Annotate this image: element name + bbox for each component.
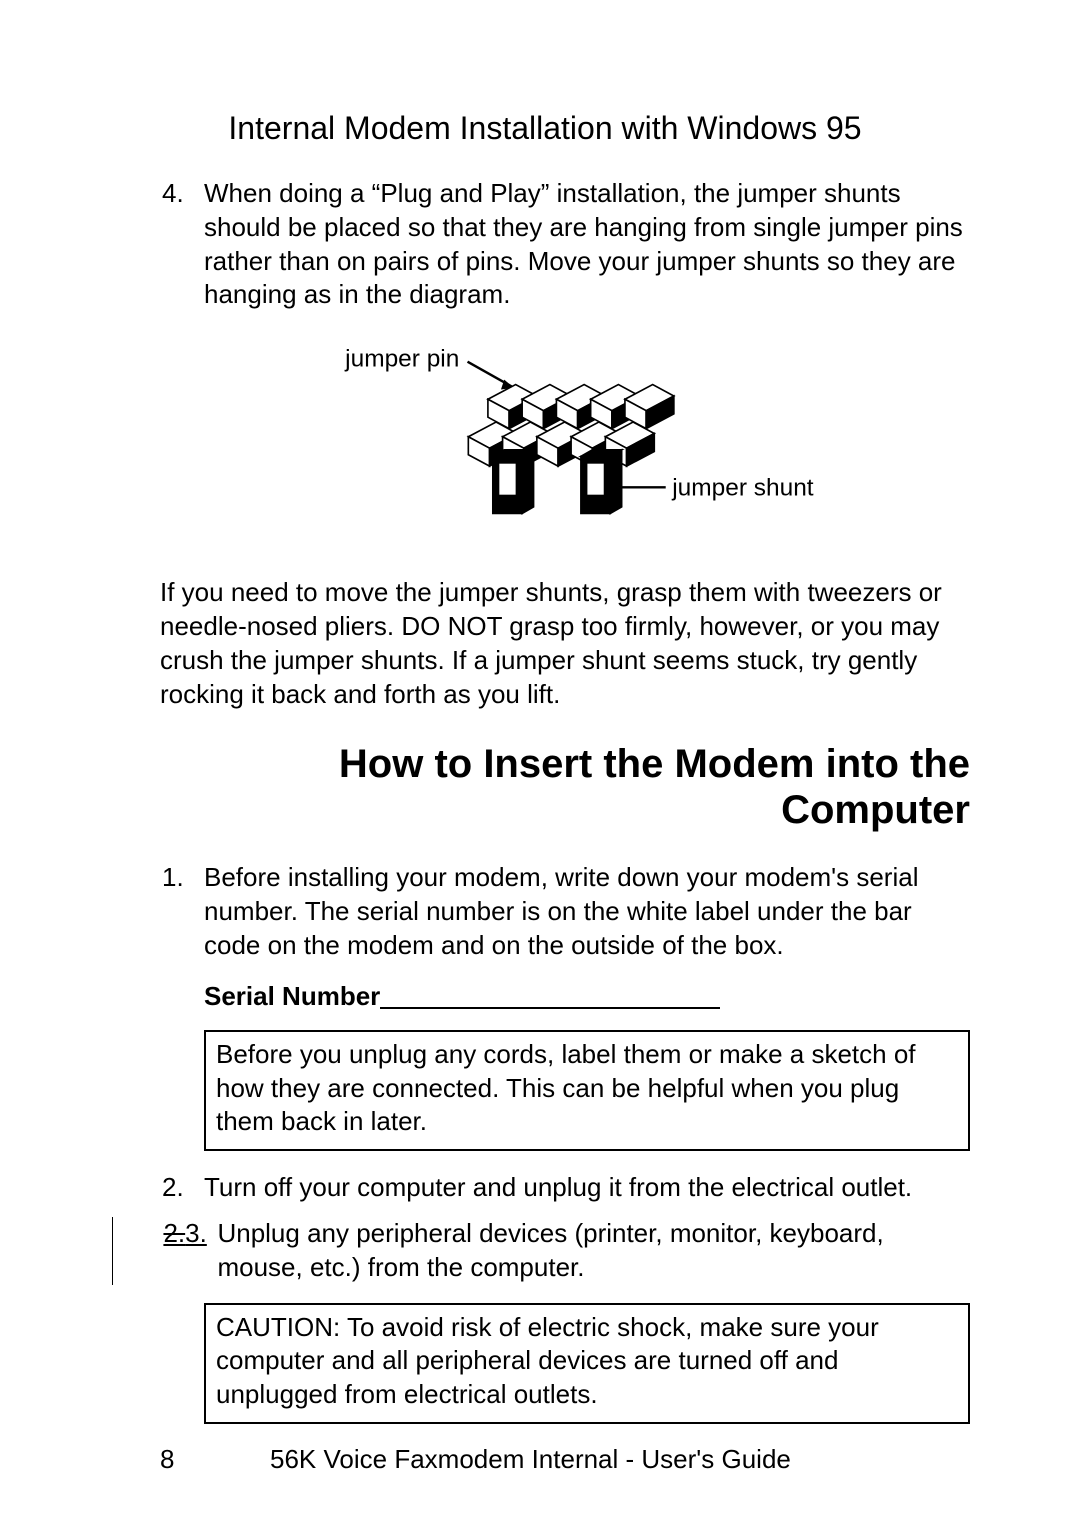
revised-number: 2.3. bbox=[163, 1217, 217, 1285]
step-3-text: Unplug any peripheral devices (printer, … bbox=[217, 1217, 970, 1285]
step-3-revised: 2.3. Unplug any peripheral devices (prin… bbox=[112, 1217, 970, 1285]
page-footer: 8 56K Voice Faxmodem Internal - User's G… bbox=[160, 1444, 970, 1475]
page-number: 8 bbox=[160, 1444, 270, 1475]
note-box: Before you unplug any cords, label them … bbox=[204, 1030, 970, 1151]
doc-title: 56K Voice Faxmodem Internal - User's Gui… bbox=[270, 1444, 791, 1475]
section-title-line2: Computer bbox=[781, 788, 970, 832]
figure-label-shunt: jumper shunt bbox=[671, 475, 814, 502]
section-title-line1: How to Insert the Modem into the bbox=[339, 742, 970, 786]
step-1-text: Before installing your modem, write down… bbox=[204, 861, 970, 962]
serial-number-line: Serial Number bbox=[204, 981, 970, 1012]
list-number: 2. bbox=[162, 1171, 204, 1205]
list-number: 1. bbox=[162, 861, 204, 962]
shunt-advice: If you need to move the jumper shunts, g… bbox=[160, 576, 970, 711]
serial-number-label: Serial Number bbox=[204, 981, 380, 1011]
step-4-text: When doing a “Plug and Play” installatio… bbox=[204, 177, 970, 312]
step-2-text: Turn off your computer and unplug it fro… bbox=[204, 1171, 912, 1205]
caution-box: CAUTION: To avoid risk of electric shock… bbox=[204, 1303, 970, 1424]
jumper-figure: jumper pin bbox=[185, 334, 905, 546]
step-1: 1. Before installing your modem, write d… bbox=[162, 861, 970, 962]
chapter-title: Internal Modem Installation with Windows… bbox=[120, 110, 970, 147]
serial-number-blank bbox=[380, 1007, 720, 1009]
figure-label-pin: jumper pin bbox=[344, 346, 459, 373]
section-title: How to Insert the Modem into the Compute… bbox=[120, 741, 970, 833]
revision-bar bbox=[112, 1217, 113, 1285]
list-number: 4. bbox=[162, 177, 204, 312]
step-2: 2. Turn off your computer and unplug it … bbox=[162, 1171, 970, 1205]
step-4: 4. When doing a “Plug and Play” installa… bbox=[162, 177, 970, 312]
